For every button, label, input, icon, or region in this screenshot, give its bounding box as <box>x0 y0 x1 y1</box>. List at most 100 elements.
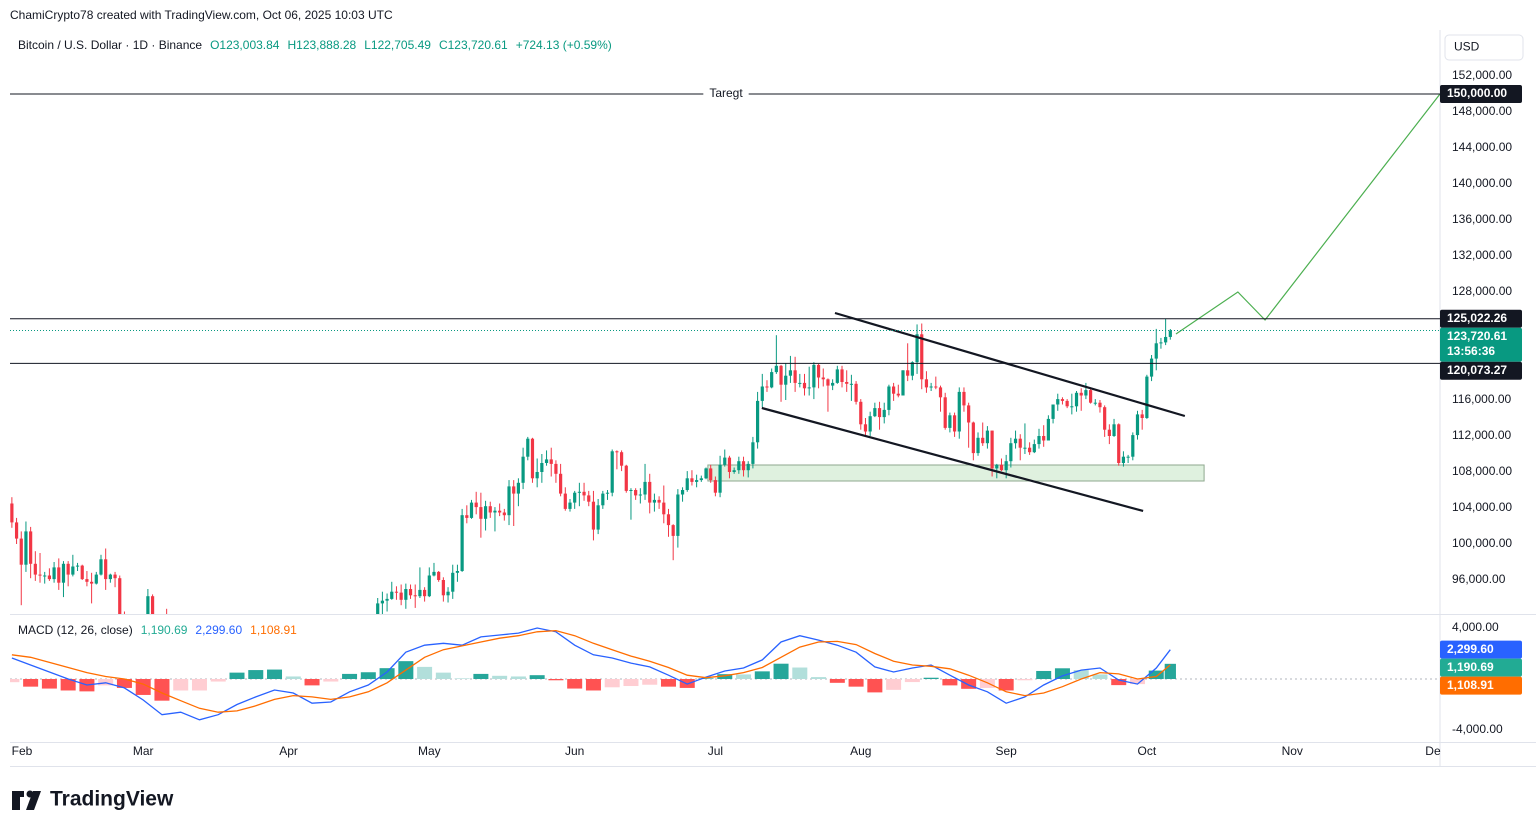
candle-body <box>418 589 422 597</box>
histogram-bar <box>285 676 301 680</box>
candle-body <box>826 379 830 386</box>
x-tick-label: Feb <box>12 744 33 758</box>
candle-body <box>469 502 474 518</box>
axis-tag-label: 1,190.69 <box>1447 660 1494 674</box>
candle-body <box>1164 336 1168 343</box>
histogram-bar <box>191 679 207 691</box>
histogram-bar <box>792 667 808 680</box>
candle-body <box>755 400 760 443</box>
candle-body <box>718 464 722 493</box>
candle-body <box>831 382 835 386</box>
candle-body <box>671 525 675 536</box>
axes: Bitcoin / U.S. Dollar · 1D · Binance O123… <box>12 38 1522 758</box>
candle-body <box>1018 438 1022 448</box>
candle-body <box>507 486 511 516</box>
candle-body <box>483 506 488 519</box>
histogram-bar <box>829 679 845 683</box>
candle-body <box>1051 404 1055 419</box>
candle-body <box>920 334 924 380</box>
indicator-value: 1,190.69 <box>141 623 188 637</box>
candle-body <box>118 578 122 614</box>
currency-box[interactable] <box>1444 34 1524 61</box>
histogram-bar <box>454 678 470 680</box>
candle-body <box>760 386 764 401</box>
candle-body <box>695 480 699 482</box>
candle-body <box>770 372 774 388</box>
header: ChamiCrypto78 created with TradingView.c… <box>10 8 393 22</box>
candle-body <box>863 424 868 432</box>
candle-body <box>906 370 910 376</box>
candle-body <box>1065 400 1069 407</box>
symbol-info: +724.13 (+0.59%) <box>516 38 612 52</box>
candle-body <box>821 377 825 380</box>
logo <box>12 790 41 810</box>
candle-body <box>413 595 417 597</box>
histogram-bar <box>154 679 170 701</box>
candle-body <box>1023 447 1027 449</box>
candle-body <box>690 478 694 482</box>
histogram-bar <box>867 679 883 693</box>
candle-body <box>66 563 70 575</box>
symbol-info: L122,705.49 <box>364 38 431 52</box>
histogram-bar <box>510 676 526 680</box>
indicator-title: MACD (12, 26, close) <box>18 623 133 637</box>
histogram-bar <box>1017 679 1033 681</box>
histogram-bar <box>435 672 451 680</box>
x-tick-label: Jul <box>708 744 723 758</box>
histogram-bar <box>698 678 714 680</box>
candle-body <box>859 401 863 425</box>
candle-body <box>516 482 521 494</box>
x-tick-label: May <box>418 744 441 758</box>
histogram-bar <box>1129 679 1145 685</box>
candle-body <box>938 387 943 398</box>
candle-body <box>793 370 797 383</box>
candle-body <box>657 499 661 503</box>
histogram-bar <box>173 679 189 691</box>
candle-body <box>526 438 530 457</box>
candle-body <box>582 491 586 496</box>
candle-body <box>967 405 971 423</box>
candle-body <box>535 471 539 479</box>
candle-body <box>802 382 807 389</box>
candle-body <box>624 465 628 491</box>
histogram-bar <box>473 673 489 680</box>
candle-body <box>1060 399 1065 401</box>
candle-body <box>1046 418 1050 441</box>
candle-body <box>723 457 727 465</box>
candle-body <box>75 565 80 567</box>
x-tick-label: Aug <box>850 744 871 758</box>
candle-body <box>605 492 610 494</box>
candle-body <box>1009 443 1013 462</box>
candle-body <box>1013 438 1018 444</box>
candle-body <box>784 375 788 385</box>
y-tick-label: 116,000.00 <box>1452 392 1511 406</box>
histogram-bar <box>642 679 658 685</box>
candle-body <box>601 493 605 506</box>
candle-body <box>488 506 492 513</box>
y-tick-label: 136,000.00 <box>1452 212 1512 226</box>
candle-body <box>680 489 685 495</box>
y-tick-label: 144,000.00 <box>1452 140 1512 154</box>
histogram-bar <box>736 674 752 680</box>
candle-body <box>150 596 155 614</box>
histogram-bar <box>529 675 545 680</box>
candle-body <box>99 559 103 575</box>
axis-tag-label: 1,108.91 <box>1447 678 1494 692</box>
candle-body <box>765 386 769 388</box>
candle-body <box>502 512 506 516</box>
candle-body <box>587 495 591 502</box>
candle-body <box>385 598 389 601</box>
candle-body <box>1140 414 1144 418</box>
candle-body <box>929 386 933 388</box>
macd-line <box>11 629 1171 713</box>
candle-body <box>619 452 624 466</box>
candle-body <box>521 456 525 483</box>
candle-body <box>540 462 544 472</box>
candle-body <box>530 438 535 479</box>
candle-body <box>648 481 652 503</box>
candle-body <box>746 463 750 471</box>
indicator-value: 2,299.60 <box>195 623 242 637</box>
candle-body <box>751 442 755 464</box>
